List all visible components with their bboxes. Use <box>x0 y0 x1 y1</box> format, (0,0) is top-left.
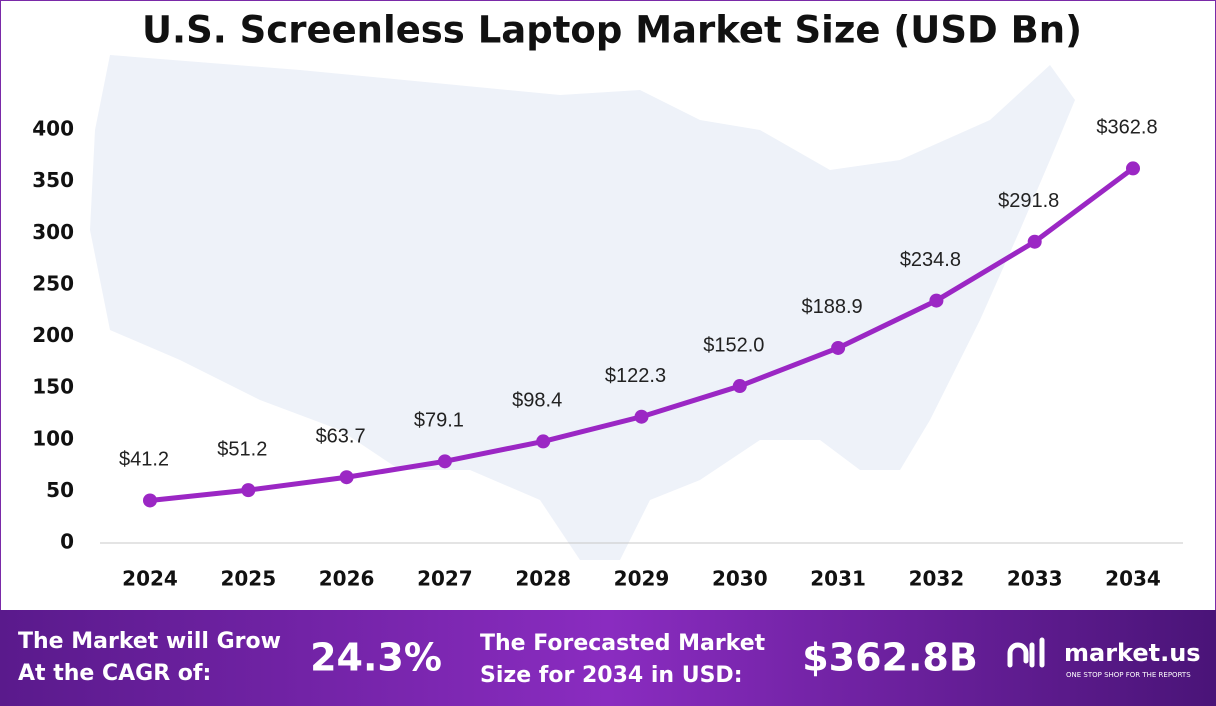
point <box>732 379 747 394</box>
x-tick-label: 2029 <box>614 567 670 591</box>
x-tick-label: 2024 <box>122 567 178 591</box>
value-label: $51.2 <box>217 438 267 460</box>
y-tick-label: 400 <box>32 117 74 141</box>
map-background <box>90 55 1075 560</box>
x-tick-label: 2034 <box>1105 567 1161 591</box>
point <box>536 434 551 449</box>
value-label: $362.8 <box>1096 117 1157 139</box>
y-tick-label: 300 <box>32 220 74 244</box>
logo: market.us <box>1064 639 1201 667</box>
value-label: $152.0 <box>703 334 764 356</box>
value-label: $234.8 <box>900 249 961 271</box>
point <box>437 454 452 469</box>
forecast-value: $362.8B <box>802 636 978 680</box>
x-tick-label: 2032 <box>909 567 965 591</box>
x-tick-label: 2033 <box>1007 567 1063 591</box>
tagline: ONE STOP SHOP FOR THE REPORTS <box>1066 671 1191 679</box>
y-tick-label: 0 <box>60 530 74 554</box>
cagr-label: The Market will Grow <box>18 629 281 654</box>
forecast-label: Size for 2034 in USD: <box>480 663 743 688</box>
point <box>831 340 846 355</box>
cagr-value: 24.3% <box>310 636 442 680</box>
value-label: $79.1 <box>414 410 464 432</box>
value-label: $291.8 <box>998 190 1059 212</box>
point <box>634 409 649 424</box>
value-label: $63.7 <box>316 426 366 448</box>
x-tick-label: 2028 <box>515 567 571 591</box>
y-tick-label: 200 <box>32 323 74 347</box>
x-tick-label: 2025 <box>220 567 276 591</box>
y-tick-label: 250 <box>32 271 74 295</box>
point <box>929 293 944 308</box>
value-label: $98.4 <box>512 390 562 412</box>
point <box>241 483 256 498</box>
y-tick-label: 350 <box>32 168 74 192</box>
x-tick-label: 2026 <box>319 567 375 591</box>
point <box>1126 161 1140 176</box>
logo-icon <box>1007 637 1045 668</box>
y-tick-label: 150 <box>32 375 74 399</box>
point <box>339 470 354 485</box>
value-label: $41.2 <box>119 449 169 471</box>
forecast-label: The Forecasted Market <box>480 631 766 656</box>
cagr-label: At the CAGR of: <box>18 661 211 686</box>
x-tick-label: 2030 <box>712 567 768 591</box>
y-tick-label: 100 <box>32 426 74 450</box>
value-label: $188.9 <box>802 296 863 318</box>
y-tick-label: 50 <box>46 478 74 502</box>
footer-band <box>0 610 1216 706</box>
point <box>143 493 157 508</box>
point <box>1027 234 1042 249</box>
x-tick-label: 2027 <box>417 567 473 591</box>
value-label: $122.3 <box>605 365 666 387</box>
chart-title: U.S. Screenless Laptop Market Size (USD … <box>142 9 1082 52</box>
x-tick-label: 2031 <box>810 567 866 591</box>
